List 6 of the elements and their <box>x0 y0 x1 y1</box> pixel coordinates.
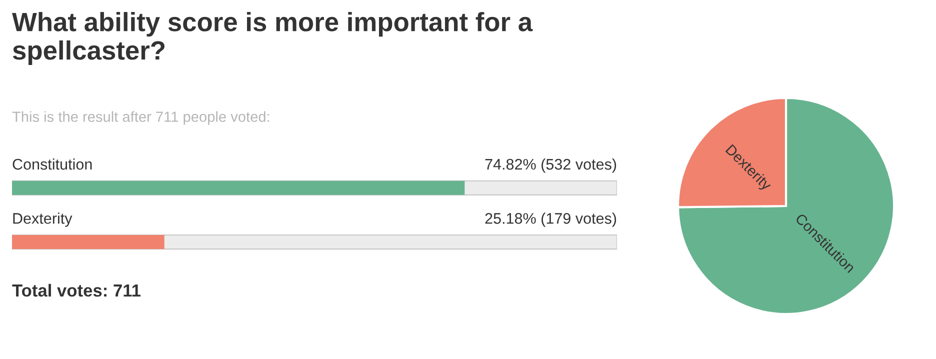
pie-slice <box>676 96 896 316</box>
chart-title: What ability score is more important for a spellcaster? <box>12 12 533 66</box>
chart-subtitle: This is the result after 711 people voted: <box>12 111 270 125</box>
data-label: 74.82% (532 votes) <box>485 158 616 173</box>
text: Total votes: 711 <box>12 284 140 297</box>
data-label: 25.18% (179 votes) <box>485 212 616 227</box>
